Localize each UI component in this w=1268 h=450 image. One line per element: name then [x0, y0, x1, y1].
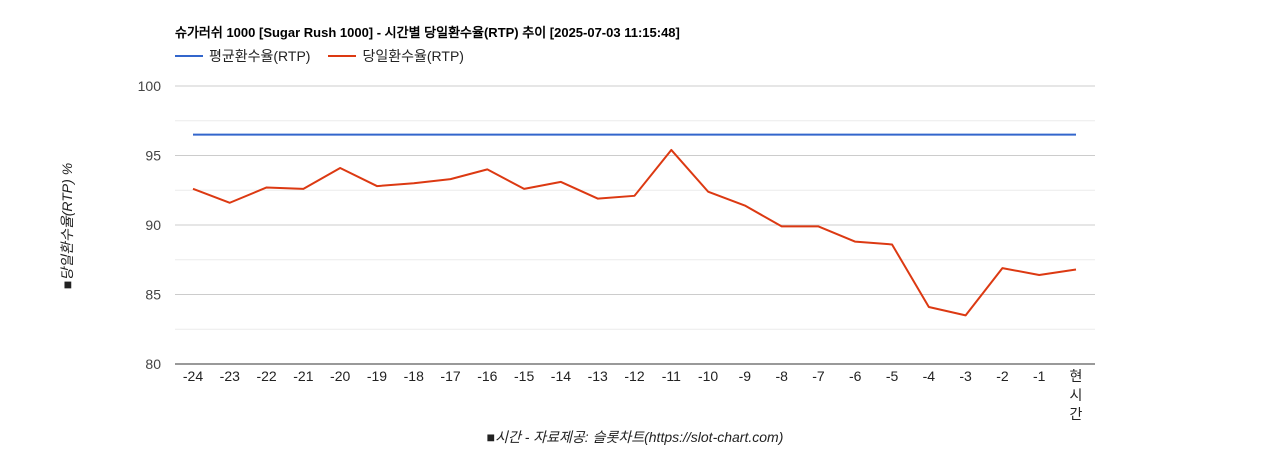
x-tick-label: -10	[698, 368, 718, 384]
data-point-daily-rtp[interactable]	[228, 201, 232, 205]
data-point-average-rtp[interactable]	[927, 133, 931, 137]
series-lines	[191, 133, 1078, 317]
y-tick-label: 95	[145, 148, 161, 164]
x-tick-label: -8	[775, 368, 788, 384]
x-tick-label: -12	[624, 368, 644, 384]
data-point-daily-rtp[interactable]	[485, 167, 489, 171]
data-point-daily-rtp[interactable]	[596, 197, 600, 201]
data-point-average-rtp[interactable]	[301, 133, 305, 137]
x-tick-label: -3	[959, 368, 972, 384]
x-tick-label: -17	[440, 368, 460, 384]
x-axis-ticks: -24 -23 -22 -21 -20 -19 -18 -17 -16 -15 -14 -13 -12 -…	[183, 368, 1083, 422]
data-point-daily-rtp[interactable]	[964, 313, 968, 317]
x-tick-label: -14	[551, 368, 571, 384]
data-point-average-rtp[interactable]	[1037, 133, 1041, 137]
x-tick-label: -9	[739, 368, 752, 384]
data-point-average-rtp[interactable]	[890, 133, 894, 137]
x-tick-label: -6	[849, 368, 862, 384]
x-tick-label: -13	[588, 368, 608, 384]
data-point-average-rtp[interactable]	[412, 133, 416, 137]
data-point-average-rtp[interactable]	[559, 133, 563, 137]
data-point-daily-rtp[interactable]	[338, 166, 342, 170]
data-point-average-rtp[interactable]	[633, 133, 637, 137]
data-point-daily-rtp[interactable]	[706, 190, 710, 194]
x-tick-label: -19	[367, 368, 387, 384]
x-tick-label: -22	[256, 368, 276, 384]
data-point-daily-rtp[interactable]	[780, 224, 784, 228]
gridlines	[175, 85, 1095, 365]
x-tick-label: -5	[886, 368, 899, 384]
x-tick-label: -21	[293, 368, 313, 384]
data-point-daily-rtp[interactable]	[890, 242, 894, 246]
data-point-average-rtp[interactable]	[706, 133, 710, 137]
data-point-average-rtp[interactable]	[743, 133, 747, 137]
data-point-average-rtp[interactable]	[485, 133, 489, 137]
x-tick-label: -2	[996, 368, 1009, 384]
x-tick-label: -18	[404, 368, 424, 384]
data-point-daily-rtp[interactable]	[191, 187, 195, 191]
data-point-average-rtp[interactable]	[780, 133, 784, 137]
chart-title: 슈가러쉬 1000 [Sugar Rush 1000] - 시간별 당일환수율(…	[175, 25, 680, 40]
legend-item-average-rtp[interactable]: 평균환수율(RTP)	[175, 46, 310, 66]
y-tick-label: 80	[145, 356, 161, 372]
data-point-daily-rtp[interactable]	[559, 180, 563, 184]
data-point-daily-rtp[interactable]	[927, 305, 931, 309]
data-point-average-rtp[interactable]	[596, 133, 600, 137]
x-axis-title: ■시간 - 자료제공: 슬롯차트(https://slot-chart.com)	[487, 429, 784, 445]
data-point-average-rtp[interactable]	[265, 133, 269, 137]
data-point-daily-rtp[interactable]	[449, 177, 453, 181]
y-axis-ticks: 80 85 90 95 100	[138, 78, 162, 372]
x-tick-label: -1	[1033, 368, 1046, 384]
data-point-daily-rtp[interactable]	[816, 224, 820, 228]
x-tick-label: -7	[812, 368, 825, 384]
data-point-daily-rtp[interactable]	[853, 240, 857, 244]
data-point-average-rtp[interactable]	[1000, 133, 1004, 137]
data-point-daily-rtp[interactable]	[265, 185, 269, 189]
data-point-average-rtp[interactable]	[1074, 133, 1078, 137]
legend-item-daily-rtp[interactable]: 당일환수율(RTP)	[328, 46, 464, 66]
y-axis-title: ■당일환수율(RTP) %	[59, 163, 75, 289]
y-tick-label: 100	[138, 78, 162, 94]
legend: 평균환수율(RTP) 당일환수율(RTP)	[175, 46, 482, 66]
x-tick-label: -11	[662, 368, 681, 384]
x-tick-label: -4	[923, 368, 936, 384]
data-point-daily-rtp[interactable]	[633, 194, 637, 198]
data-point-daily-rtp[interactable]	[1000, 266, 1004, 270]
data-point-daily-rtp[interactable]	[522, 187, 526, 191]
legend-swatch-daily-rtp	[328, 55, 357, 57]
data-point-daily-rtp[interactable]	[1037, 273, 1041, 277]
data-point-average-rtp[interactable]	[191, 133, 195, 137]
data-point-daily-rtp[interactable]	[412, 181, 416, 185]
x-tick-label: -16	[477, 368, 497, 384]
legend-swatch-average-rtp	[175, 55, 203, 57]
data-point-average-rtp[interactable]	[964, 133, 968, 137]
y-tick-label: 90	[145, 217, 161, 233]
data-point-average-rtp[interactable]	[228, 133, 232, 137]
data-point-daily-rtp[interactable]	[743, 204, 747, 208]
x-tick-label: -23	[220, 368, 240, 384]
data-point-average-rtp[interactable]	[669, 133, 673, 137]
x-tick-label: -24	[183, 368, 203, 384]
data-point-average-rtp[interactable]	[816, 133, 820, 137]
legend-label-daily-rtp: 당일환수율(RTP)	[362, 48, 464, 64]
x-tick-label: -20	[330, 368, 350, 384]
y-tick-label: 85	[145, 287, 161, 303]
series-line-daily-rtp[interactable]	[192, 148, 1077, 317]
data-point-average-rtp[interactable]	[375, 133, 379, 137]
data-point-average-rtp[interactable]	[338, 133, 342, 137]
data-point-daily-rtp[interactable]	[1074, 267, 1078, 271]
data-point-daily-rtp[interactable]	[669, 148, 673, 152]
data-point-average-rtp[interactable]	[522, 133, 526, 137]
data-point-average-rtp[interactable]	[853, 133, 857, 137]
x-tick-label: -15	[514, 368, 534, 384]
data-point-daily-rtp[interactable]	[301, 187, 305, 191]
legend-label-average-rtp: 평균환수율(RTP)	[209, 48, 311, 64]
data-point-average-rtp[interactable]	[449, 133, 453, 137]
data-point-daily-rtp[interactable]	[375, 184, 379, 188]
